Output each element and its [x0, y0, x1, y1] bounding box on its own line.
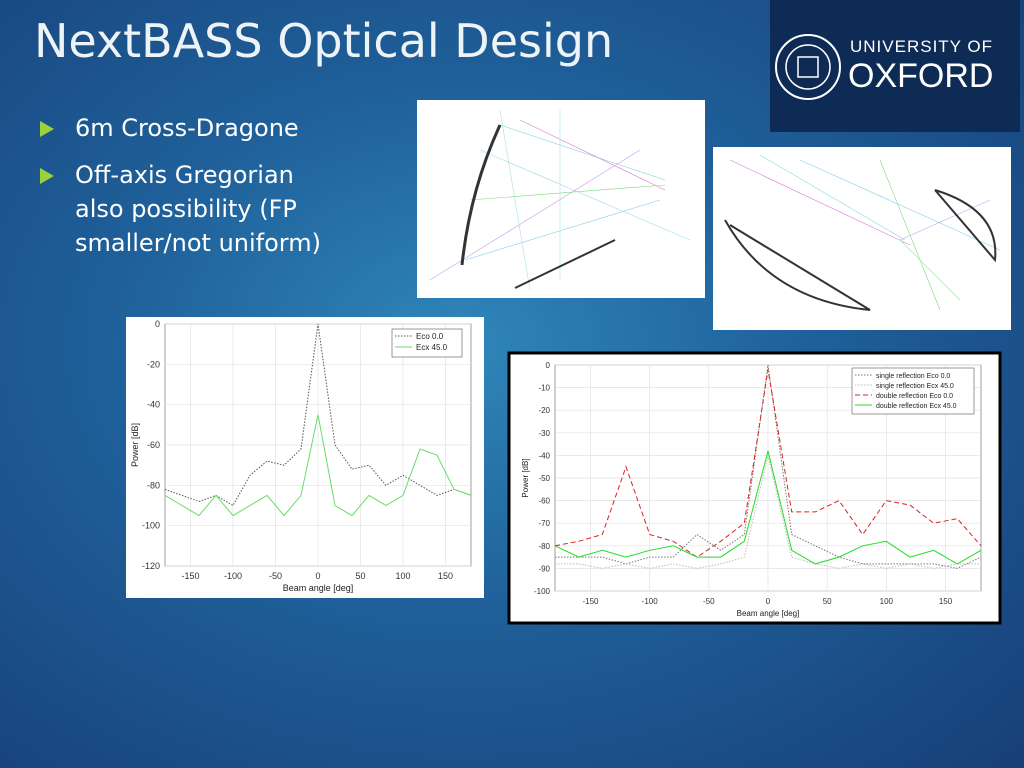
raytrace-rays-2 [729, 154, 1001, 311]
y-axis-label: Power [dB] [521, 458, 530, 497]
x-tick-label: -100 [224, 571, 242, 581]
y-tick-label: -30 [538, 429, 550, 438]
y-tick-label: -50 [538, 474, 550, 483]
bullet-text: 6m Cross-Dragone [75, 114, 299, 142]
y-tick-label: -80 [538, 542, 550, 551]
y-tick-label: -20 [147, 359, 160, 369]
y-tick-label: 0 [155, 319, 160, 329]
x-tick-label: 0 [315, 571, 320, 581]
logo-crest-inner [785, 44, 831, 90]
x-tick-label: -150 [582, 597, 599, 606]
legend-label: double reflection Ecx 45.0 [876, 403, 957, 410]
x-tick-label: 0 [766, 597, 771, 606]
x-tick-label: 100 [395, 571, 410, 581]
y-tick-label: -80 [147, 480, 160, 490]
bullet: 6m Cross-Dragone [40, 111, 350, 145]
bullet-marker [40, 121, 54, 137]
raytrace-mirror [934, 189, 997, 263]
logo-crest [775, 34, 841, 100]
y-tick-label: -90 [538, 564, 550, 573]
bullet: Off-axis Gregorian also possibility (FP … [40, 158, 350, 260]
logo-box [770, 0, 1020, 132]
raytrace-image-2 [713, 147, 1011, 330]
y-tick-label: -60 [538, 497, 550, 506]
x-tick-label: 50 [355, 571, 365, 581]
series-line [164, 414, 472, 517]
logo-line1: UNIVERSITY OF [850, 37, 993, 56]
y-tick-label: -20 [538, 406, 550, 415]
legend-label: Eco 0.0 [416, 332, 444, 341]
y-tick-label: -100 [534, 587, 551, 596]
x-tick-label: 150 [939, 597, 953, 606]
y-tick-label: -10 [538, 384, 550, 393]
raytrace-mirror [724, 219, 871, 311]
legend-box [391, 328, 463, 358]
y-tick-label: 0 [546, 361, 551, 370]
legend-label: double reflection Eco 0.0 [876, 393, 953, 400]
x-tick-label: -50 [269, 571, 282, 581]
logo-book [797, 56, 819, 78]
y-tick-label: -120 [142, 561, 160, 571]
x-tick-label: 100 [880, 597, 894, 606]
bullet-marker [40, 168, 54, 184]
series-line [554, 450, 982, 565]
legend-label: Ecx 45.0 [416, 343, 448, 352]
logo-line2: OXFORD [848, 57, 993, 95]
raytrace-rays-1 [429, 109, 691, 291]
x-axis-label: Beam angle [deg] [283, 583, 354, 593]
y-tick-label: -60 [147, 440, 160, 450]
bullet-text: Off-axis Gregorian also possibility (FP … [75, 161, 321, 257]
charts: 0-20-40-60-80-100-120-150 -100 -50 0 50 100 15… [130, 319, 982, 618]
x-tick-label: 150 [438, 571, 453, 581]
y-tick-label: -40 [147, 400, 160, 410]
y-tick-label: -100 [142, 521, 160, 531]
legend-label: single reflection Ecx 45.0 [876, 383, 954, 390]
y-tick-label: -40 [538, 451, 550, 460]
x-tick-label: -100 [642, 597, 659, 606]
raytrace-mirror [460, 124, 502, 266]
x-tick-label: -150 [181, 571, 199, 581]
legend-label: single reflection Eco 0.0 [876, 373, 950, 380]
series-line [554, 369, 982, 558]
raytrace-mirror [514, 239, 616, 289]
x-axis-label: Beam angle [deg] [737, 609, 800, 618]
x-tick-label: -50 [703, 597, 715, 606]
series-line [555, 455, 981, 569]
slide-title: NextBASS Optical Design [34, 14, 614, 68]
y-axis-label: Power [dB] [130, 423, 140, 467]
legend-box [851, 367, 975, 415]
x-tick-label: 50 [823, 597, 832, 606]
y-tick-label: -70 [538, 519, 550, 528]
